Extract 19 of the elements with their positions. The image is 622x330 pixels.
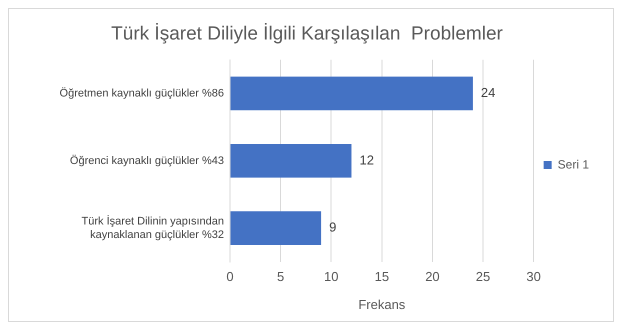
y-tick-label: Türk İşaret Dilinin yapısından kaynaklanan güçlükler %32 (82, 214, 224, 241)
x-tick-label: 20 (425, 269, 440, 284)
y-tick-label: Öğrenci kaynaklı güçlükler %43 (70, 154, 224, 167)
legend-label: Seri 1 (558, 157, 590, 172)
bar (230, 144, 352, 178)
x-tick-label: 15 (374, 269, 390, 284)
x-tick-label: 30 (526, 269, 541, 284)
data-label: 9 (329, 220, 336, 235)
bar (230, 211, 322, 245)
chart-title: Türk İşaret Diliyle İlgili Karşılaşılan Problemler (111, 22, 504, 45)
x-axis-title: Frekans (358, 296, 406, 312)
data-label: 24 (480, 85, 496, 100)
x-tick-label: 25 (476, 269, 490, 284)
y-tick-label: Öğretmen kaynaklı güçlükler %86 (60, 86, 224, 100)
data-label: 12 (359, 152, 374, 168)
x-tick-label: 5 (276, 269, 284, 284)
bar (230, 76, 473, 110)
x-tick-label: 0 (226, 269, 234, 284)
x-tick-label: 10 (324, 269, 338, 284)
